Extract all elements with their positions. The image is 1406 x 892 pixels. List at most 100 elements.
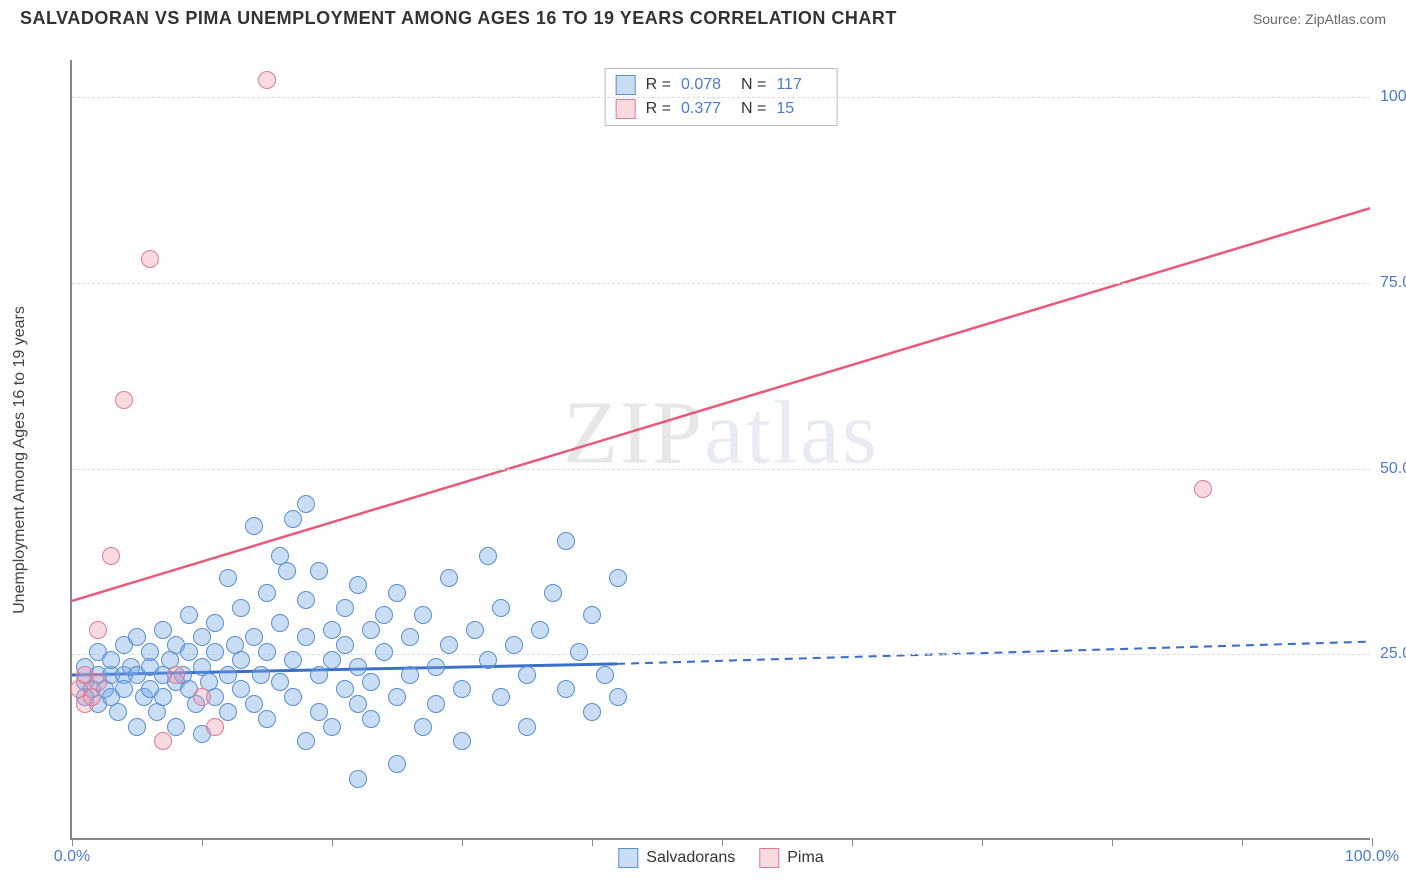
data-point-salvadorans (245, 628, 263, 646)
data-point-salvadorans (102, 651, 120, 669)
data-point-salvadorans (284, 510, 302, 528)
data-point-salvadorans (310, 666, 328, 684)
x-tick (72, 838, 73, 846)
data-point-salvadorans (323, 621, 341, 639)
data-point-salvadorans (401, 628, 419, 646)
data-point-salvadorans (206, 614, 224, 632)
data-point-salvadorans (271, 673, 289, 691)
data-point-salvadorans (583, 606, 601, 624)
data-point-salvadorans (180, 606, 198, 624)
data-point-salvadorans (427, 695, 445, 713)
n-label: N = (741, 100, 766, 118)
data-point-salvadorans (109, 703, 127, 721)
x-tick (1242, 838, 1243, 846)
data-point-salvadorans (479, 547, 497, 565)
data-point-salvadorans (414, 606, 432, 624)
data-point-salvadorans (232, 651, 250, 669)
chart-title: SALVADORAN VS PIMA UNEMPLOYMENT AMONG AG… (20, 8, 897, 29)
data-point-pima (193, 688, 211, 706)
data-point-salvadorans (609, 688, 627, 706)
data-point-salvadorans (245, 695, 263, 713)
data-point-salvadorans (180, 643, 198, 661)
data-point-pima (258, 71, 276, 89)
data-point-salvadorans (362, 673, 380, 691)
data-point-salvadorans (310, 562, 328, 580)
data-point-salvadorans (219, 666, 237, 684)
data-point-salvadorans (336, 599, 354, 617)
x-tick (1112, 838, 1113, 846)
x-tick (982, 838, 983, 846)
data-point-salvadorans (258, 643, 276, 661)
data-point-salvadorans (518, 666, 536, 684)
r-label: R = (646, 76, 671, 94)
data-point-salvadorans (271, 614, 289, 632)
data-point-salvadorans (245, 517, 263, 535)
y-tick-label: 75.0% (1380, 274, 1406, 292)
data-point-salvadorans (297, 628, 315, 646)
swatch-blue-icon (616, 75, 636, 95)
data-point-salvadorans (193, 628, 211, 646)
legend-label: Salvadorans (646, 849, 735, 867)
gridline-h (72, 283, 1370, 284)
data-point-salvadorans (492, 688, 510, 706)
data-point-salvadorans (453, 680, 471, 698)
source-label: Source: ZipAtlas.com (1253, 11, 1386, 27)
data-point-salvadorans (284, 688, 302, 706)
bottom-legend: Salvadorans Pima (618, 848, 823, 868)
data-point-salvadorans (388, 755, 406, 773)
data-point-salvadorans (388, 584, 406, 602)
gridline-h (72, 469, 1370, 470)
data-point-salvadorans (440, 636, 458, 654)
data-point-salvadorans (323, 651, 341, 669)
y-axis-label: Unemployment Among Ages 16 to 19 years (11, 306, 29, 614)
r-value: 0.377 (681, 100, 731, 118)
data-point-salvadorans (278, 562, 296, 580)
x-tick-label: 0.0% (54, 848, 90, 866)
data-point-salvadorans (128, 718, 146, 736)
y-tick-label: 100.0% (1380, 88, 1406, 106)
n-label: N = (741, 76, 766, 94)
data-point-salvadorans (167, 718, 185, 736)
data-point-pima (141, 250, 159, 268)
data-point-salvadorans (258, 584, 276, 602)
data-point-salvadorans (128, 628, 146, 646)
data-point-salvadorans (375, 643, 393, 661)
data-point-salvadorans (596, 666, 614, 684)
data-point-salvadorans (557, 680, 575, 698)
data-point-salvadorans (375, 606, 393, 624)
x-tick-label: 100.0% (1345, 848, 1399, 866)
y-tick-label: 50.0% (1380, 460, 1406, 478)
data-point-salvadorans (557, 532, 575, 550)
data-point-salvadorans (310, 703, 328, 721)
data-point-salvadorans (349, 770, 367, 788)
data-point-pima (115, 391, 133, 409)
data-point-salvadorans (232, 599, 250, 617)
data-point-salvadorans (258, 710, 276, 728)
data-point-salvadorans (154, 688, 172, 706)
data-point-salvadorans (219, 569, 237, 587)
data-point-salvadorans (362, 621, 380, 639)
data-point-salvadorans (284, 651, 302, 669)
data-point-salvadorans (297, 591, 315, 609)
data-point-salvadorans (297, 732, 315, 750)
plot-area: ZIPatlas R = 0.078 N = 117 R = 0.377 N =… (70, 60, 1370, 840)
data-point-salvadorans (583, 703, 601, 721)
data-point-pima (89, 673, 107, 691)
gridline-h (72, 97, 1370, 98)
data-point-salvadorans (479, 651, 497, 669)
data-point-salvadorans (349, 576, 367, 594)
data-point-salvadorans (362, 710, 380, 728)
n-value: 117 (776, 76, 826, 94)
x-tick (1372, 838, 1373, 846)
stats-row-0: R = 0.078 N = 117 (616, 73, 827, 97)
x-tick (592, 838, 593, 846)
data-point-salvadorans (505, 636, 523, 654)
r-value: 0.078 (681, 76, 731, 94)
x-tick (722, 838, 723, 846)
data-point-pima (206, 718, 224, 736)
chart-area: Unemployment Among Ages 16 to 19 years Z… (50, 40, 1390, 880)
data-point-salvadorans (323, 718, 341, 736)
data-point-salvadorans (349, 658, 367, 676)
data-point-salvadorans (453, 732, 471, 750)
data-point-salvadorans (297, 495, 315, 513)
